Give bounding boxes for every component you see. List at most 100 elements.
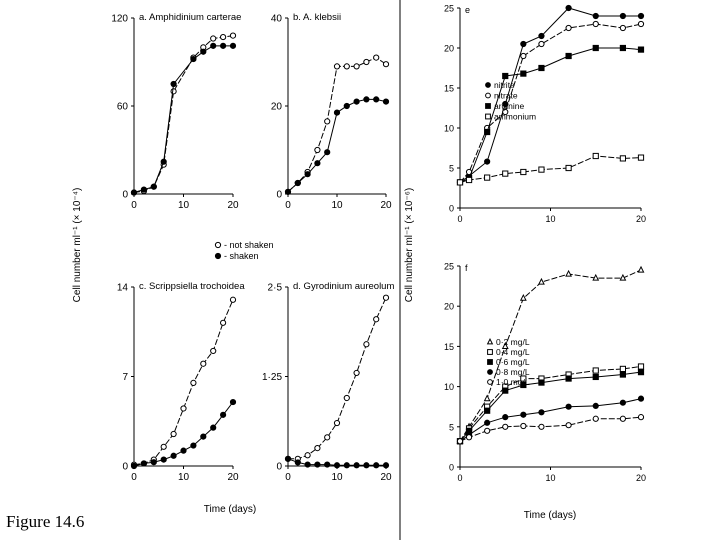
- data-point: [619, 371, 626, 378]
- data-point: [343, 462, 350, 469]
- series-line: [459, 416, 642, 442]
- data-point: [538, 277, 545, 285]
- data-point: [353, 63, 360, 70]
- x-tick-label: 20: [636, 214, 646, 224]
- legend-marker: [486, 337, 494, 345]
- data-point: [538, 64, 545, 72]
- series-line: [459, 7, 641, 183]
- data-point: [220, 42, 227, 49]
- data-point: [538, 166, 545, 173]
- series-line: [459, 398, 642, 442]
- data-point: [465, 176, 473, 184]
- series-line: [133, 299, 234, 466]
- data-point: [484, 407, 491, 414]
- series-line: [288, 297, 387, 460]
- y-tick-label: 1·25: [262, 372, 282, 383]
- y-tick-label: 10: [444, 124, 454, 134]
- data-point: [637, 154, 645, 161]
- data-point: [229, 398, 237, 406]
- legend-marker: [487, 379, 493, 385]
- x-tick-label: 20: [227, 472, 239, 483]
- data-point: [200, 433, 207, 440]
- legend-marker: [487, 349, 493, 355]
- series-line: [133, 35, 234, 193]
- data-point: [373, 54, 380, 61]
- data-point: [294, 459, 301, 466]
- data-point: [520, 375, 527, 382]
- data-point: [304, 171, 311, 178]
- data-point: [619, 155, 626, 162]
- legend-marker: [485, 113, 491, 120]
- data-point: [180, 447, 187, 454]
- data-point: [200, 360, 207, 367]
- y-tick-label: 0: [449, 204, 454, 214]
- series-line: [459, 47, 642, 183]
- legend-label: nitrite: [494, 80, 515, 90]
- y-tick-label: 120: [111, 14, 128, 25]
- chart-panel-f: 0 5 10 15 20 25 0 10 20 f 0·2 mg/L0·4 mg/L0·6 mg/L…: [444, 262, 646, 484]
- data-point: [538, 379, 545, 386]
- data-point: [284, 455, 292, 462]
- x-tick-label: 10: [545, 473, 555, 483]
- data-point: [220, 319, 227, 326]
- data-point: [229, 296, 237, 303]
- data-point: [294, 179, 301, 187]
- data-point: [619, 415, 627, 422]
- series-d-0: [284, 294, 390, 462]
- data-point: [190, 55, 197, 63]
- chart-panel-b: 0 20 40 0 10 20 b. A. klebsii: [271, 12, 392, 211]
- series-line: [459, 371, 642, 442]
- data-point: [502, 170, 509, 177]
- data-point: [190, 379, 197, 386]
- data-point: [210, 347, 217, 355]
- data-point: [150, 459, 157, 466]
- legend-label: arginine: [494, 101, 525, 111]
- data-point: [592, 20, 599, 28]
- data-point: [314, 146, 321, 154]
- legend-marker: [214, 252, 222, 260]
- data-point: [456, 438, 464, 445]
- panel-title: e: [465, 5, 470, 15]
- data-point: [565, 375, 572, 382]
- data-point: [324, 461, 331, 468]
- y-tick-label: 20: [444, 302, 454, 312]
- y-tick-label: 0: [276, 462, 282, 473]
- data-point: [382, 98, 390, 105]
- data-point: [314, 445, 321, 452]
- panel-title: d. Gyrodinium aureolum: [293, 281, 394, 292]
- data-point: [343, 394, 350, 402]
- data-point: [592, 415, 599, 422]
- data-point: [483, 394, 491, 402]
- data-point: [130, 462, 138, 470]
- data-point: [565, 52, 572, 60]
- legend-label: 1·0 mg/L: [496, 377, 530, 387]
- series-d-1: [284, 455, 390, 469]
- x-tick-label: 20: [636, 473, 646, 483]
- y-tick-label: 10: [444, 382, 454, 392]
- data-point: [519, 293, 527, 301]
- chart-panel-d: 0 1·25 2·5 0 10 20 d. Gyrodinium aureolum: [262, 281, 394, 483]
- data-point: [353, 369, 360, 377]
- data-point: [229, 42, 237, 49]
- data-point: [170, 430, 177, 438]
- data-point: [502, 72, 509, 80]
- y-tick-label: 0: [122, 190, 128, 201]
- figure-caption: Figure 14.6: [6, 512, 85, 531]
- series-f-2: [456, 369, 645, 445]
- x-tick-label: 0: [131, 200, 137, 211]
- data-point: [333, 63, 341, 70]
- data-point: [333, 419, 341, 427]
- data-point: [210, 35, 217, 42]
- data-point: [314, 461, 321, 468]
- data-point: [314, 160, 321, 167]
- data-point: [170, 452, 177, 459]
- data-point: [140, 186, 147, 193]
- data-point: [373, 316, 380, 323]
- data-point: [637, 414, 645, 421]
- legend-label: - shaken: [224, 251, 259, 261]
- data-point: [520, 40, 527, 48]
- data-point: [210, 424, 217, 431]
- x-tick-label: 20: [380, 472, 392, 483]
- data-point: [150, 183, 157, 190]
- right-y-axis-label: Cell number ml⁻¹ (× 10⁻⁶): [404, 188, 415, 302]
